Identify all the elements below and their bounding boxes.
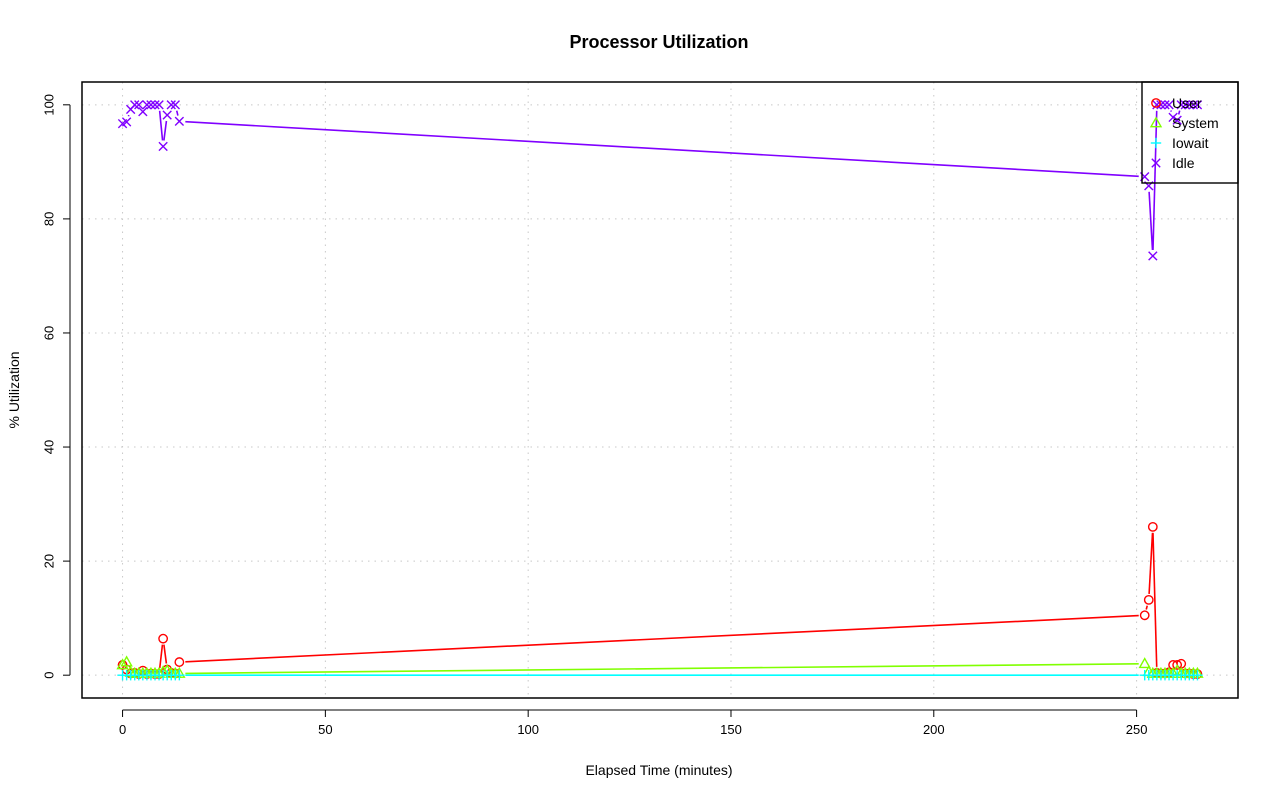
series-idle xyxy=(117,100,1203,261)
data-point xyxy=(1143,594,1154,605)
series-system xyxy=(116,655,1204,678)
data-point xyxy=(1180,100,1190,110)
series-line-segment xyxy=(1177,110,1181,115)
legend-label: Iowait xyxy=(1172,135,1209,151)
data-point xyxy=(1172,115,1182,125)
data-point xyxy=(142,100,152,110)
data-point xyxy=(154,100,164,110)
x-tick-label: 50 xyxy=(318,722,332,737)
data-point xyxy=(1188,100,1199,110)
data-point xyxy=(1147,521,1158,532)
series-user xyxy=(117,521,1203,679)
series-line-segment xyxy=(1148,191,1154,251)
x-axis-label: Elapsed Time (minutes) xyxy=(585,762,732,778)
data-point xyxy=(130,100,140,110)
data-point xyxy=(170,100,180,110)
x-tick-label: 100 xyxy=(517,722,539,737)
data-point xyxy=(134,100,144,110)
series-line-segment xyxy=(1152,532,1158,667)
data-point xyxy=(1192,669,1203,681)
x-tick-label: 150 xyxy=(720,722,742,737)
data-point xyxy=(150,100,160,110)
legend-marker xyxy=(1149,116,1163,128)
legend-label: Idle xyxy=(1172,155,1195,171)
series-line-segment xyxy=(1145,605,1149,610)
data-point xyxy=(1192,100,1203,110)
series-line-segment xyxy=(1148,532,1154,594)
data-point xyxy=(1168,112,1178,123)
data-point xyxy=(1148,251,1158,261)
data-point xyxy=(1156,100,1166,110)
legend-marker xyxy=(1150,137,1162,149)
series-line-segment xyxy=(185,120,1139,178)
legend-marker xyxy=(1151,98,1161,108)
grid xyxy=(82,82,1238,698)
plot-area xyxy=(116,100,1204,681)
series-line-segment xyxy=(163,120,168,141)
data-point xyxy=(1160,100,1170,110)
data-point xyxy=(158,141,168,152)
data-point xyxy=(162,110,172,120)
y-axis-label: % Utilization xyxy=(6,351,22,428)
data-point xyxy=(1139,610,1150,621)
legend-label: User xyxy=(1172,95,1202,111)
y-tick-label: 40 xyxy=(42,440,57,454)
data-point xyxy=(1184,100,1195,110)
x-tick-label: 200 xyxy=(923,722,945,737)
data-point xyxy=(121,117,132,127)
x-tick-label: 250 xyxy=(1126,722,1148,737)
data-point xyxy=(1164,100,1174,110)
legend-box xyxy=(1141,81,1239,184)
data-point xyxy=(174,116,185,127)
data-point xyxy=(138,106,148,117)
series-line-segment xyxy=(158,110,164,141)
data-point xyxy=(120,655,133,667)
series-iowait xyxy=(117,669,1203,681)
data-point xyxy=(166,100,176,110)
series-line-segment xyxy=(163,644,168,664)
y-tick-label: 60 xyxy=(42,326,57,340)
legend-marker xyxy=(1151,158,1161,168)
data-point xyxy=(174,657,185,667)
x-tick-label: 0 xyxy=(119,722,126,737)
series-line-segment xyxy=(185,614,1139,663)
data-point xyxy=(1138,657,1151,669)
series-line-segment xyxy=(1152,110,1158,250)
data-point xyxy=(146,100,156,110)
series-line-segment xyxy=(158,644,164,669)
axes: 0 50 100 150 200 250 0 20 40 60 80 100 xyxy=(42,94,1148,737)
legend: User System Iowait Idle xyxy=(1141,81,1239,184)
plot-frame xyxy=(81,81,1239,699)
legend-label: System xyxy=(1172,115,1219,131)
data-point xyxy=(174,669,185,681)
y-tick-label: 100 xyxy=(42,94,57,116)
y-tick-label: 0 xyxy=(42,672,57,679)
y-tick-label: 80 xyxy=(42,212,57,226)
series-line-segment xyxy=(185,663,1139,675)
data-point xyxy=(1172,660,1183,670)
series-line-segment xyxy=(175,110,179,116)
data-point xyxy=(158,633,169,644)
y-tick-label: 20 xyxy=(42,554,57,568)
data-point xyxy=(1176,100,1186,110)
chart-title: Processor Utilization xyxy=(569,32,748,52)
data-point xyxy=(116,658,129,670)
